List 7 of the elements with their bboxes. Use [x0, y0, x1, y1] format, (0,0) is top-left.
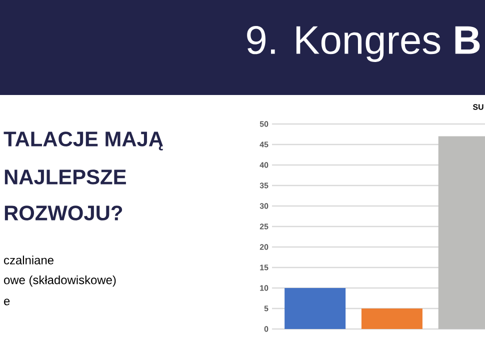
text: e: [4, 298, 10, 306]
text: ROZWOJU?: [4, 206, 122, 220]
text: owe (składowiskowe): [4, 275, 116, 287]
text: TALACJE MAJĄ: [4, 132, 163, 150]
text: 9. Kongres B: [247, 26, 480, 62]
text: czalniane: [4, 256, 54, 264]
text: NAJLEPSZE: [4, 170, 126, 184]
